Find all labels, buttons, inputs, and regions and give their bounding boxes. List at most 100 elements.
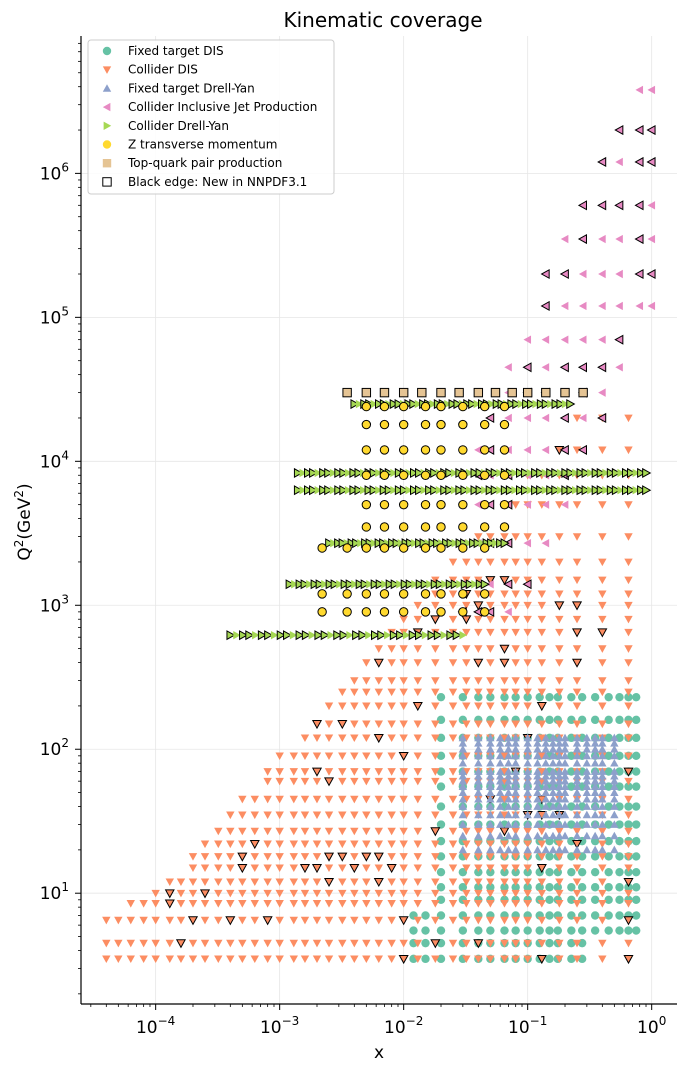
data-point xyxy=(304,467,314,479)
data-point xyxy=(500,752,509,761)
data-point xyxy=(338,734,347,743)
data-point xyxy=(582,758,592,767)
data-point xyxy=(114,939,123,948)
data-point xyxy=(440,485,450,496)
data-point xyxy=(631,895,641,904)
data-point xyxy=(511,692,520,702)
data-point xyxy=(398,445,409,455)
data-point xyxy=(436,852,446,861)
data-point xyxy=(547,399,555,409)
legend-entry-label: Collider Drell-Yan xyxy=(128,119,229,133)
data-point xyxy=(582,767,592,775)
data-point xyxy=(555,955,564,964)
data-point xyxy=(413,916,423,925)
data-point xyxy=(374,702,383,711)
data-point xyxy=(448,601,458,610)
data-point xyxy=(504,607,512,617)
data-point xyxy=(541,468,550,478)
x-tick-label: 10−4 xyxy=(136,1014,175,1038)
data-point xyxy=(590,895,600,904)
data-point xyxy=(598,831,607,840)
data-point xyxy=(624,615,633,624)
data-point xyxy=(515,485,526,496)
data-point xyxy=(610,831,619,840)
data-point xyxy=(555,802,564,810)
data-point xyxy=(474,794,483,803)
data-point xyxy=(311,720,323,730)
data-point xyxy=(511,720,520,729)
data-point xyxy=(511,739,520,747)
data-point xyxy=(474,500,482,509)
legend-marker xyxy=(103,121,112,130)
data-point xyxy=(511,845,520,854)
data-point xyxy=(414,399,423,409)
data-point xyxy=(598,590,607,599)
data-point xyxy=(560,751,570,760)
data-point xyxy=(647,85,656,95)
data-point xyxy=(560,782,570,790)
data-point xyxy=(300,811,310,820)
data-point xyxy=(627,467,637,479)
data-point xyxy=(567,954,576,964)
data-point xyxy=(572,677,582,685)
data-point xyxy=(324,900,334,908)
data-point xyxy=(400,579,410,590)
data-point xyxy=(487,538,497,549)
data-point xyxy=(590,802,600,810)
data-point xyxy=(462,688,471,697)
data-point xyxy=(533,782,542,790)
data-point xyxy=(214,827,223,836)
data-point xyxy=(598,739,607,747)
data-point xyxy=(374,398,385,410)
data-point xyxy=(621,485,632,496)
data-point xyxy=(458,499,468,510)
data-point xyxy=(462,878,471,887)
data-point xyxy=(361,522,372,532)
data-point xyxy=(448,889,458,898)
data-point xyxy=(541,831,551,840)
data-point xyxy=(374,688,383,697)
data-point xyxy=(399,811,408,820)
data-point xyxy=(537,777,547,786)
data-point xyxy=(572,939,582,948)
data-point xyxy=(421,954,430,964)
data-point xyxy=(233,630,241,640)
data-point xyxy=(536,485,546,496)
data-point xyxy=(523,688,532,697)
data-point xyxy=(500,601,509,610)
data-point xyxy=(436,419,446,430)
y-tick-label: 105 xyxy=(40,304,69,328)
data-point xyxy=(541,751,551,760)
data-point xyxy=(346,630,354,640)
data-point xyxy=(275,939,284,948)
data-point xyxy=(486,926,495,935)
data-point xyxy=(238,939,247,948)
data-point xyxy=(479,401,490,412)
data-point xyxy=(317,607,327,617)
data-point xyxy=(374,955,383,964)
data-point xyxy=(522,579,532,590)
data-point xyxy=(624,414,633,423)
data-point xyxy=(239,630,249,641)
data-point xyxy=(474,889,483,898)
data-point xyxy=(647,201,656,210)
data-point xyxy=(299,863,311,874)
data-point xyxy=(245,630,255,641)
data-point xyxy=(577,692,587,702)
data-point xyxy=(598,269,606,279)
data-point xyxy=(250,864,259,873)
y-tick-label: 104 xyxy=(40,448,69,472)
data-point xyxy=(289,630,298,640)
data-point xyxy=(275,878,284,887)
data-point xyxy=(455,485,465,496)
data-point xyxy=(308,630,317,640)
data-point xyxy=(597,362,607,373)
data-point xyxy=(511,955,520,964)
data-point xyxy=(458,419,468,430)
data-point xyxy=(548,782,558,790)
data-point xyxy=(590,745,600,753)
data-point xyxy=(590,794,600,803)
data-point xyxy=(598,782,607,790)
data-point xyxy=(399,720,408,729)
data-point xyxy=(523,916,532,925)
